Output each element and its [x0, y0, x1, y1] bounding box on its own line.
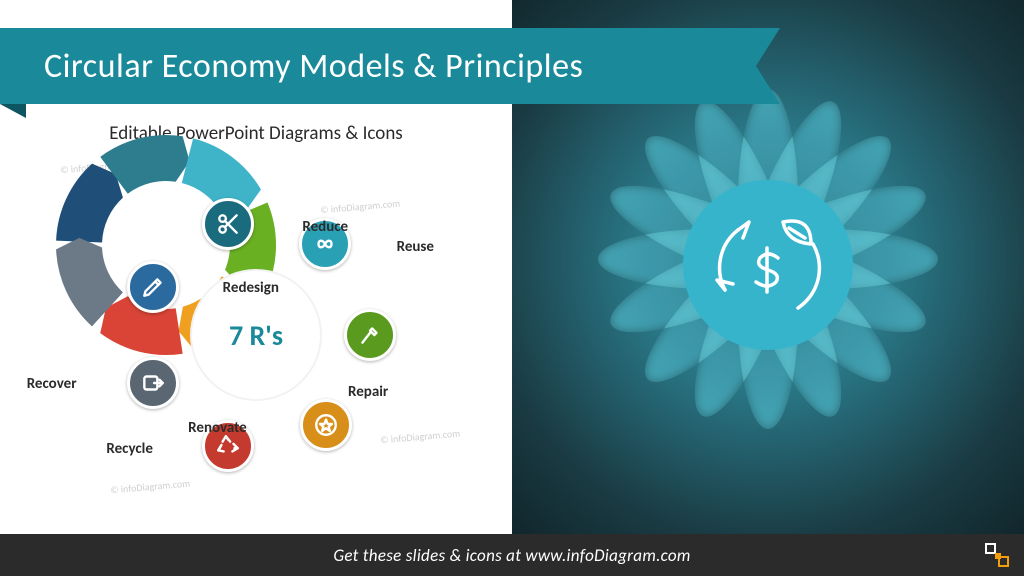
hammer-icon [357, 322, 383, 348]
label-repair: Repair [348, 383, 388, 401]
label-recover: Recover [27, 375, 77, 393]
slide: © infoDiagram.com © infoDiagram.com © in… [0, 0, 1024, 576]
node-redesign [127, 261, 179, 313]
footer-text: Get these slides & icons at www.infoDiag… [333, 545, 690, 566]
label-reuse: Reuse [397, 238, 434, 256]
node-recover [127, 357, 179, 409]
economy-cycle-badge [683, 180, 853, 350]
label-redesign: Redesign [223, 279, 279, 297]
brand-logo-icon [984, 542, 1010, 568]
node-renovate [300, 399, 352, 451]
banner-fold [0, 104, 26, 118]
page-title: Circular Economy Models & Principles [44, 46, 583, 87]
seven-r-diagram: 7 R's RedesignReduceReuseRepairRenovateR… [86, 165, 426, 505]
title-banner: Circular Economy Models & Principles [0, 28, 780, 104]
node-repair [344, 309, 396, 361]
center-label: 7 R's [229, 318, 283, 353]
pencil-icon [140, 274, 166, 300]
export-icon [140, 370, 166, 396]
cycle-dollar-leaf-icon [683, 180, 853, 350]
label-reduce: Reduce [302, 218, 348, 236]
label-recycle: Recycle [106, 440, 152, 458]
star-icon [313, 412, 339, 438]
label-renovate: Renovate [188, 419, 247, 437]
scissors-icon [215, 211, 241, 237]
footer-bar: Get these slides & icons at www.infoDiag… [0, 534, 1024, 576]
